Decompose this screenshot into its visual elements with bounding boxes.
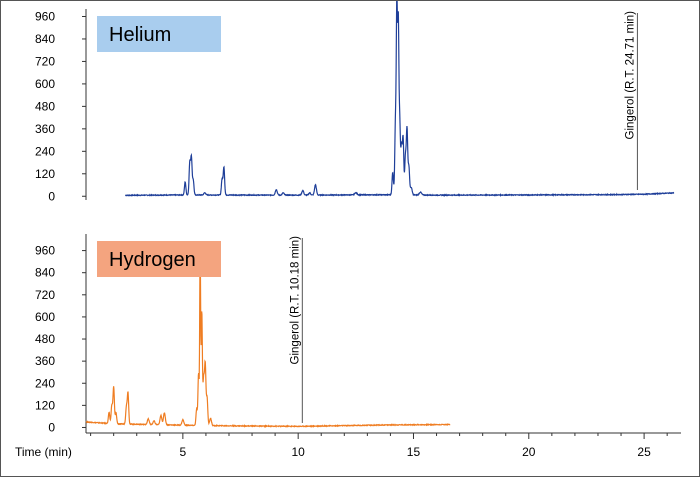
series-name: Hydrogen	[109, 249, 196, 271]
y-tick-label: 960	[35, 244, 55, 258]
y-tick-label: 480	[35, 332, 55, 346]
y-tick-label: 360	[35, 122, 55, 136]
x-tick-label: 25	[637, 445, 651, 459]
x-tick-label: 10	[291, 445, 305, 459]
y-tick-label: 600	[35, 77, 55, 91]
y-tick-label: 120	[35, 167, 55, 181]
y-tick-label: 720	[35, 54, 55, 68]
y-tick-label: 960	[35, 9, 55, 23]
x-tick-label: 5	[180, 445, 187, 459]
y-tick-label: 840	[35, 32, 55, 46]
series-badge	[97, 16, 221, 52]
y-tick-label: 240	[35, 376, 55, 390]
y-tick-label: 0	[48, 420, 55, 434]
y-tick-label: 360	[35, 354, 55, 368]
y-tick-label: 120	[35, 398, 55, 412]
series-line-hydrogen	[85, 249, 451, 428]
y-tick-label: 480	[35, 99, 55, 113]
panel-helium: 0 120 240 360 480 600 720 840 960 Gingerol (R.T. …	[35, 1, 675, 203]
series-name: Helium	[109, 24, 171, 46]
series-badge	[97, 241, 221, 277]
x-tick-label: 20	[522, 445, 536, 459]
annotation-label: Gingerol (R.T. 24.71 min)	[624, 11, 636, 140]
series-line-helium	[125, 1, 675, 197]
y-tick-label: 600	[35, 310, 55, 324]
x-axis: 5 10 15 20 25 Time (min)	[15, 432, 681, 459]
x-tick-label: 15	[407, 445, 421, 459]
y-tick-label: 0	[48, 189, 55, 203]
y-tick-label: 840	[35, 266, 55, 280]
x-axis-label: Time (min)	[15, 445, 72, 459]
annotation-label: Gingerol (R.T. 10.18 min)	[289, 236, 301, 365]
panel-hydrogen: 0 120 240 360 480 600 720 840 960 Gingerol (R.T. …	[35, 234, 451, 434]
y-tick-label: 240	[35, 144, 55, 158]
y-tick-label: 720	[35, 288, 55, 302]
